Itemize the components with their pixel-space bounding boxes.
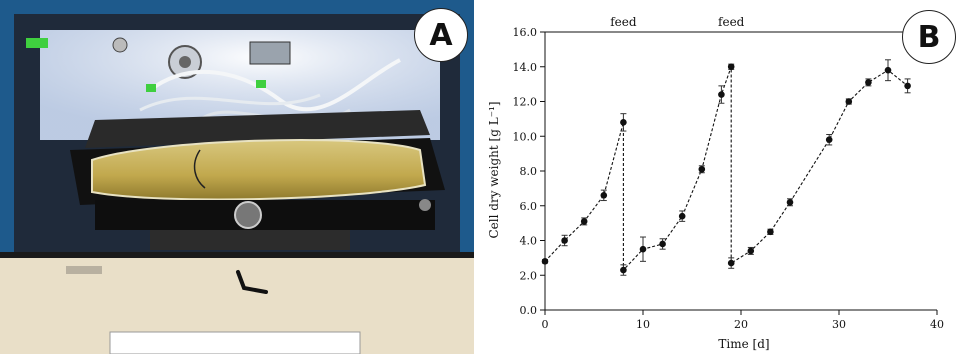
data-point	[865, 79, 872, 86]
data-point	[825, 136, 833, 144]
series-dashed-line	[544, 66, 908, 272]
x-tick-label: 40	[930, 318, 944, 331]
data-point	[580, 218, 588, 225]
data-point	[718, 91, 725, 98]
cell-dry-weight-chart: Cell dry weight [g L⁻¹] Time [d] 0.0 2.0 4…	[487, 15, 944, 351]
y-tick-label: 0.0	[520, 304, 538, 317]
data-point	[904, 82, 911, 90]
panel-label-a: A	[414, 8, 468, 62]
y-tick-label: 4.0	[520, 235, 538, 248]
data-point	[639, 245, 647, 253]
y-tick-label: 14.0	[513, 61, 538, 74]
data-point	[727, 259, 735, 267]
panel-label-b: B	[902, 10, 956, 64]
x-tick-label: 0	[542, 318, 549, 331]
x-axis-label: Time [d]	[718, 337, 769, 351]
y-tick-label: 6.0	[520, 200, 538, 213]
y-axis-label: Cell dry weight [g L⁻¹]	[487, 101, 501, 238]
data-point	[698, 165, 706, 173]
x-tick-label: 20	[734, 318, 748, 331]
data-point	[659, 240, 666, 248]
data-point	[541, 258, 549, 265]
data-point	[786, 198, 794, 206]
data-point	[620, 266, 627, 274]
data-point	[620, 119, 627, 126]
bioreactor-photo: A	[0, 0, 474, 354]
data-point	[747, 247, 755, 255]
feed-annotation: feed	[610, 15, 637, 29]
data-point	[727, 63, 735, 71]
data-point	[561, 237, 568, 244]
y-tick-label: 10.0	[513, 130, 538, 143]
x-tick-label: 30	[832, 318, 846, 331]
bioreactor-illustration	[0, 0, 474, 354]
x-tick-label: 10	[636, 318, 650, 331]
data-point	[600, 192, 608, 199]
data-point	[845, 98, 853, 105]
feed-annotation: feed	[718, 15, 745, 29]
y-tick-label: 2.0	[520, 269, 538, 282]
data-point	[678, 212, 686, 220]
data-point	[767, 228, 774, 236]
y-tick-label: 16.0	[513, 26, 538, 39]
data-point	[884, 66, 892, 74]
y-tick-label: 8.0	[520, 165, 538, 178]
y-tick-label: 12.0	[513, 96, 538, 109]
